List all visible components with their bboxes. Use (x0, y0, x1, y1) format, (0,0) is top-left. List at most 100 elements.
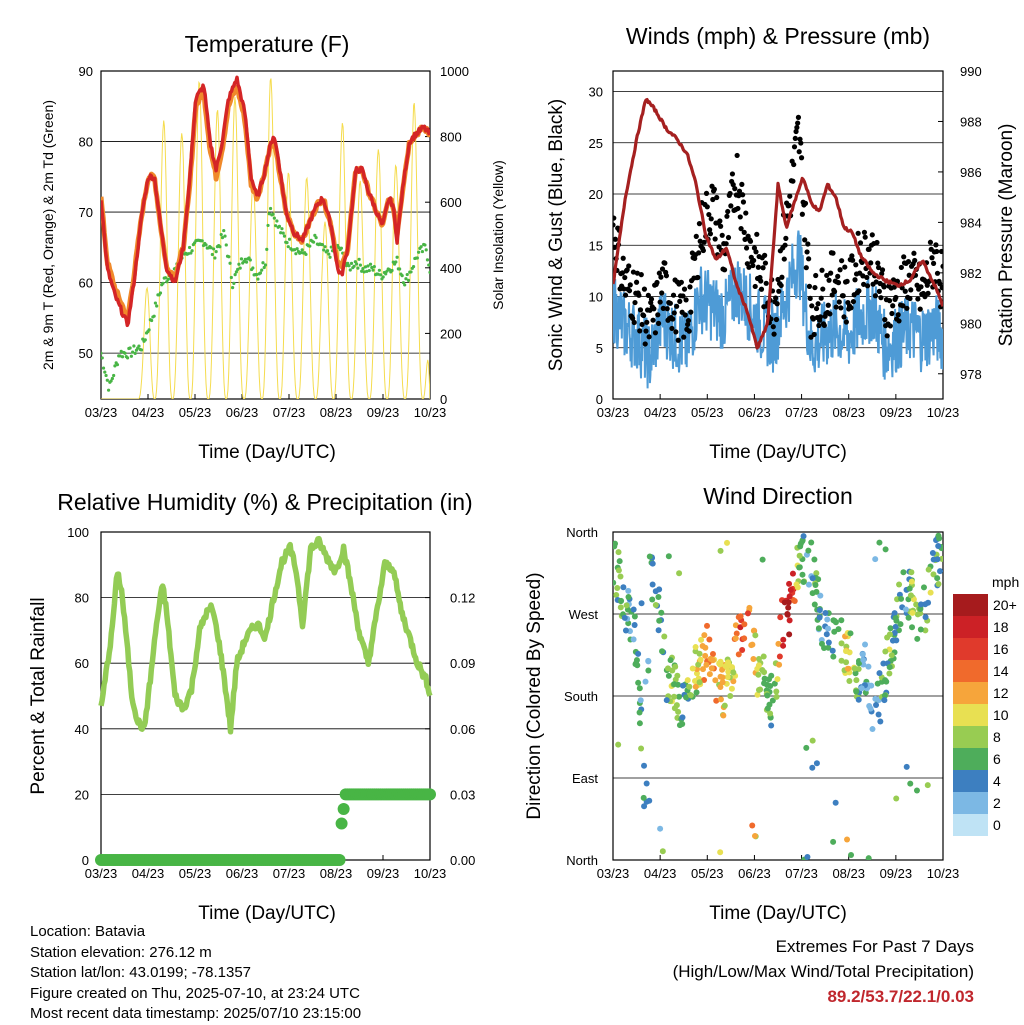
point-dewpoint (425, 258, 430, 262)
point-wind-direction (721, 702, 728, 709)
colorbar-swatch (953, 638, 988, 660)
point-wind-direction (706, 636, 713, 643)
point-wind-direction (692, 644, 699, 651)
point-gust (810, 316, 816, 322)
point-dewpoint (427, 263, 430, 267)
point-wind-direction (786, 580, 793, 587)
point-dewpoint (110, 376, 114, 381)
point-wind-direction (679, 682, 686, 689)
point-dewpoint (365, 269, 369, 273)
point-gust (632, 299, 638, 306)
point-wind-direction (719, 666, 726, 673)
point-wind-direction (679, 721, 686, 728)
point-dewpoint (243, 257, 247, 261)
point-wind-direction (905, 614, 912, 621)
point-gust (825, 302, 831, 308)
point-wind-direction (717, 547, 724, 554)
point-wind-direction (615, 567, 622, 574)
point-wind-direction (640, 794, 647, 801)
point-gust (732, 186, 738, 192)
point-dewpoint (381, 275, 385, 279)
point-wind-direction (813, 760, 820, 767)
point-wind-direction (886, 670, 893, 677)
point-gust (830, 250, 836, 256)
point-gust (719, 232, 725, 238)
series-solar-insolation (101, 78, 430, 399)
point-wind-direction (927, 589, 934, 596)
y-tick-label: 90 (79, 64, 93, 79)
point-dewpoint (232, 281, 236, 285)
point-dewpoint (271, 212, 275, 216)
point-wind-direction (765, 676, 772, 683)
point-dewpoint (265, 247, 269, 251)
point-dewpoint (352, 264, 356, 268)
point-dewpoint (101, 366, 106, 370)
point-wind-direction (907, 780, 914, 787)
point-dewpoint (101, 356, 104, 360)
point-dewpoint (311, 240, 316, 244)
y2-tick-label: 0.03 (450, 787, 475, 802)
point-wind-direction (888, 652, 895, 659)
point-gust (657, 299, 663, 305)
point-gust (868, 260, 874, 266)
point-gust (622, 292, 629, 298)
point-wind-direction (875, 711, 882, 718)
point-dewpoint (222, 228, 226, 233)
x-tick-label: 04/23 (644, 866, 677, 881)
point-wind-direction (725, 668, 732, 675)
point-gust (613, 222, 616, 228)
point-wind-direction (843, 659, 850, 666)
panel-3: Wind Direction Time (Day/UTC) Direction (C… (524, 483, 1019, 924)
point-gust (852, 277, 858, 283)
point-dewpoint (163, 276, 168, 280)
point-wind-direction (920, 584, 927, 591)
point-wind-direction (874, 680, 881, 687)
x-tick-label: 10/23 (414, 405, 447, 420)
point-dewpoint (347, 264, 351, 268)
point-wind-direction (815, 625, 822, 632)
point-wind-direction (796, 564, 803, 571)
point-gust (613, 244, 618, 251)
point-gust (613, 236, 618, 242)
x-tick-label: 03/23 (597, 405, 630, 420)
point-gust (849, 253, 855, 259)
point-dewpoint (223, 234, 227, 238)
point-gust (884, 333, 890, 339)
point-gust (680, 293, 686, 299)
point-dewpoint (268, 206, 273, 211)
point-wind-direction (733, 630, 740, 637)
point-dewpoint (106, 388, 111, 392)
point-wind-direction (898, 595, 905, 602)
point-gust (922, 294, 928, 300)
point-dewpoint (417, 250, 421, 254)
point-dewpoint (376, 272, 380, 276)
point-dewpoint (395, 255, 399, 259)
point-wind-direction (808, 539, 815, 546)
point-wind-direction (634, 662, 641, 669)
point-wind-direction (671, 681, 678, 688)
point-dewpoint (251, 266, 255, 270)
point-wind-direction (869, 726, 876, 733)
point-gust (900, 303, 906, 309)
y-tick-label: 25 (589, 136, 603, 151)
point-wind-direction (622, 627, 629, 634)
point-wind-direction (831, 617, 838, 624)
point-wind-direction (667, 657, 674, 664)
point-gust (650, 317, 656, 323)
point-gust (875, 260, 881, 266)
point-wind-direction (914, 635, 921, 642)
point-dewpoint (367, 268, 371, 273)
point-gust (844, 278, 850, 284)
point-gust (641, 312, 647, 319)
point-gust (683, 297, 689, 303)
point-wind-direction (777, 614, 784, 621)
point-gust (778, 282, 784, 289)
series-group (613, 532, 943, 860)
point-wind-direction (735, 651, 742, 658)
point-wind-direction (630, 606, 637, 613)
point-gust (831, 288, 838, 295)
point-dewpoint (189, 251, 193, 255)
point-gust (704, 204, 710, 210)
point-wind-direction (855, 696, 862, 703)
point-wind-direction (909, 609, 916, 616)
